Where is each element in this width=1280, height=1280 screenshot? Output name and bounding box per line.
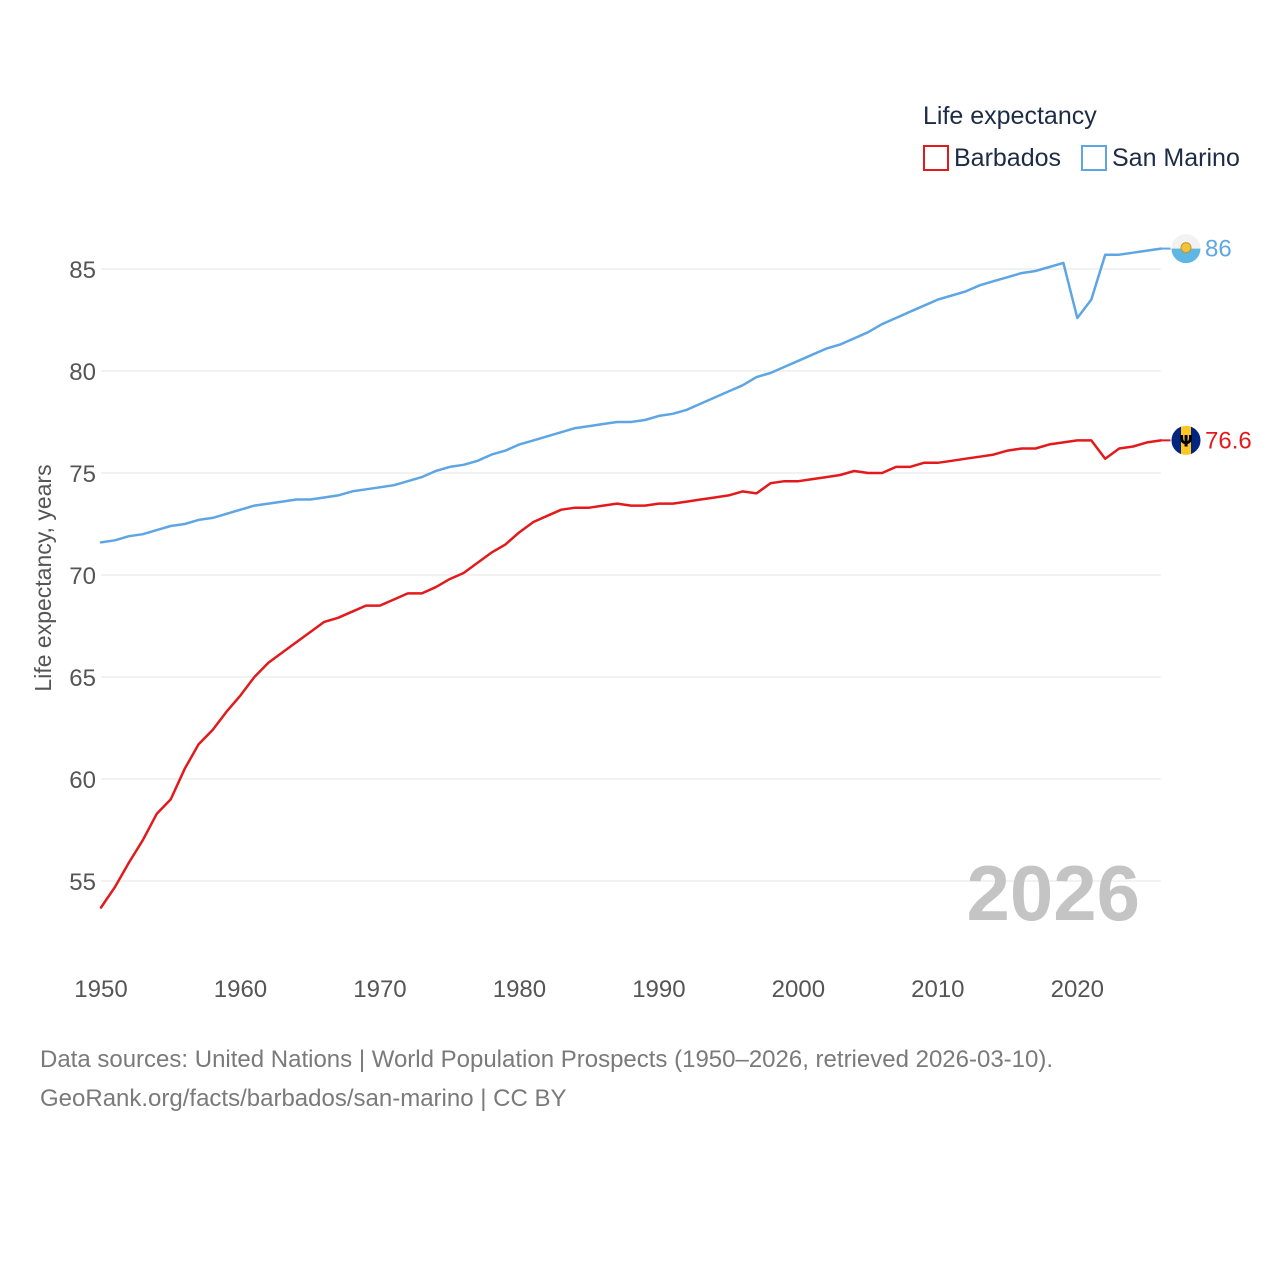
footer: Data sources: United Nations | World Pop… (40, 1040, 1260, 1118)
y-tick-label: 80 (69, 359, 96, 386)
legend-item-barbados[interactable]: Barbados (923, 144, 1061, 172)
legend-swatch (1081, 145, 1107, 171)
y-tick-label: 60 (69, 767, 96, 794)
x-tick-label: 1980 (493, 976, 546, 1003)
legend-label: San Marino (1112, 144, 1240, 172)
y-axis-ticks: 55 60 65 70 75 80 85 (69, 257, 96, 896)
x-tick-label: 2000 (772, 976, 825, 1003)
year-watermark: 2026 (966, 849, 1140, 937)
x-tick-label: 1950 (74, 976, 127, 1003)
x-tick-label: 1970 (353, 976, 406, 1003)
x-tick-label: 2010 (911, 976, 964, 1003)
legend[interactable]: Life expectancy Barbados San Marino (923, 102, 1240, 172)
y-axis-title: Life expectancy, years (30, 464, 56, 691)
barbados-flag-icon: Ψ (1170, 424, 1202, 456)
legend-title: Life expectancy (923, 102, 1097, 130)
data-source-text: Data sources: United Nations | World Pop… (40, 1046, 1054, 1073)
legend-swatch (923, 145, 949, 171)
legend-label: Barbados (954, 144, 1061, 172)
x-tick-label: 1960 (214, 976, 267, 1003)
svg-text:Ψ: Ψ (1179, 431, 1193, 450)
series-line-barbados[interactable] (99, 439, 1163, 909)
san-marino-flag-icon (1170, 233, 1202, 265)
end-value-label-san-marino: 86 (1205, 236, 1232, 263)
y-tick-label: 70 (69, 563, 96, 590)
x-axis-ticks: 1950 1960 1970 1980 1990 2000 2010 2020 (74, 976, 1104, 1003)
end-value-label-barbados: 76.6 (1205, 427, 1252, 454)
source-url-text[interactable]: GeoRank.org/facts/barbados/san-marino | … (40, 1085, 567, 1112)
end-markers: Ψ 76.6 86 (1161, 233, 1252, 456)
series-lines (99, 247, 1163, 909)
y-tick-label: 65 (69, 665, 96, 692)
y-tick-label: 85 (69, 257, 96, 284)
y-tick-label: 75 (69, 461, 96, 488)
x-tick-label: 2020 (1051, 976, 1104, 1003)
legend-item-san-marino[interactable]: San Marino (1081, 144, 1240, 172)
series-line-san-marino[interactable] (99, 247, 1163, 544)
y-tick-label: 55 (69, 869, 96, 896)
gridlines (101, 268, 1161, 882)
x-tick-label: 1990 (632, 976, 685, 1003)
